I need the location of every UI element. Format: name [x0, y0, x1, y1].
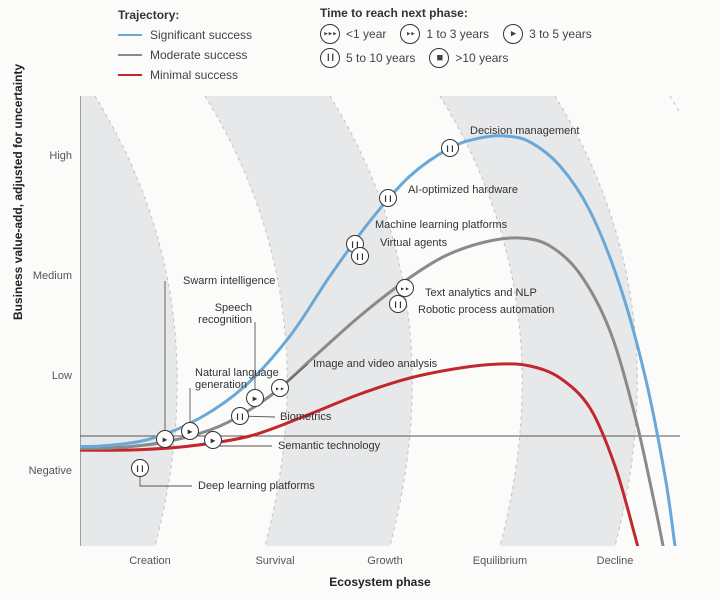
time-marker-label: 3 to 5 years: [529, 27, 592, 41]
time-marker-label: 5 to 10 years: [346, 51, 415, 65]
time-marker-icon: ❙❙: [320, 48, 340, 68]
x-axis-title: Ecosystem phase: [329, 575, 430, 589]
x-tick-label: Decline: [597, 555, 634, 567]
tech-node-speech: ▶: [246, 389, 264, 407]
tech-label-semantic: Semantic technology: [278, 440, 380, 452]
tech-label-aihw: AI-optimized hardware: [408, 184, 518, 196]
y-tick-label: High: [12, 150, 72, 162]
chart-area: ▶ Swarm intelligence ❙❙ Deep learning platf…: [80, 96, 680, 546]
chart-svg: [80, 96, 680, 546]
legend-swatch: [118, 34, 142, 36]
tech-label-swarm: Swarm intelligence: [183, 275, 275, 287]
x-tick-label: Growth: [367, 555, 402, 567]
time-legend: Time to reach next phase: ▸▸▸ <1 year ▸▸ 1 …: [320, 6, 592, 68]
tech-label-speech: Speech recognition: [177, 302, 252, 326]
trajectory-legend: Trajectory: Significant success Moderate …: [118, 6, 252, 84]
time-marker-icon: ▶: [503, 24, 523, 44]
tech-label-rpa: Robotic process automation: [418, 304, 554, 316]
phase-edge: [670, 96, 680, 546]
x-tick-label: Equilibrium: [473, 555, 527, 567]
trajectory-legend-item: Significant success: [118, 26, 252, 44]
legend-label: Significant success: [150, 26, 252, 44]
time-marker-icon: ▸▸: [400, 24, 420, 44]
y-tick-label: Medium: [12, 270, 72, 282]
tech-node-rpa: ❙❙: [389, 295, 407, 313]
y-tick-label: Negative: [12, 465, 72, 477]
time-marker-label: >10 years: [455, 51, 508, 65]
legend-swatch: [118, 74, 142, 76]
tech-label-biom: Biometrics: [280, 411, 331, 423]
x-tick-label: Creation: [129, 555, 171, 567]
time-legend-title: Time to reach next phase:: [320, 6, 592, 20]
trajectory-legend-title: Trajectory:: [118, 6, 252, 24]
time-marker-label: 1 to 3 years: [426, 27, 489, 41]
tech-label-deeplearn: Deep learning platforms: [198, 480, 315, 492]
time-legend-item: ▶ 3 to 5 years: [503, 24, 592, 44]
tech-node-deeplearn: ❙❙: [131, 459, 149, 477]
time-legend-item: ❙❙ 5 to 10 years: [320, 48, 415, 68]
tech-label-textnlp: Text analytics and NLP: [425, 287, 537, 299]
x-tick-label: Survival: [255, 555, 294, 567]
time-marker-label: <1 year: [346, 27, 386, 41]
tech-node-textnlp: ▸▸: [396, 279, 414, 297]
tech-label-va: Virtual agents: [380, 237, 447, 249]
time-marker-icon: ▸▸▸: [320, 24, 340, 44]
tech-label-decision: Decision management: [470, 125, 579, 137]
trajectory-legend-item: Minimal success: [118, 66, 252, 84]
phase-band: [440, 96, 637, 546]
time-legend-row: ❙❙ 5 to 10 years ■ >10 years: [320, 48, 592, 68]
tech-node-decision: ❙❙: [441, 139, 459, 157]
tech-node-nlg: ▶: [181, 422, 199, 440]
tech-node-biom: ❙❙: [231, 407, 249, 425]
tech-label-imgvid: Image and video analysis: [313, 358, 437, 370]
legend-label: Moderate success: [150, 46, 247, 64]
tech-node-swarm: ▶: [156, 430, 174, 448]
time-legend-item: ■ >10 years: [429, 48, 508, 68]
time-legend-item: ▸▸ 1 to 3 years: [400, 24, 489, 44]
time-marker-icon: ■: [429, 48, 449, 68]
tech-node-imgvid: ▸▸: [271, 379, 289, 397]
legend-label: Minimal success: [150, 66, 238, 84]
tech-node-va: ❙❙: [351, 247, 369, 265]
tech-node-semantic: ▶: [204, 431, 222, 449]
phase-band: [80, 96, 177, 546]
trajectory-legend-item: Moderate success: [118, 46, 252, 64]
tech-label-ml: Machine learning platforms: [375, 219, 507, 231]
legend-swatch: [118, 54, 142, 56]
time-legend-row: ▸▸▸ <1 year ▸▸ 1 to 3 years ▶ 3 to 5 years: [320, 24, 592, 44]
y-tick-label: Low: [12, 370, 72, 382]
ecosystem-trajectory-chart: { "legend": { "trajectory_title": "Traje…: [0, 0, 720, 600]
time-legend-item: ▸▸▸ <1 year: [320, 24, 386, 44]
tech-node-aihw: ❙❙: [379, 189, 397, 207]
